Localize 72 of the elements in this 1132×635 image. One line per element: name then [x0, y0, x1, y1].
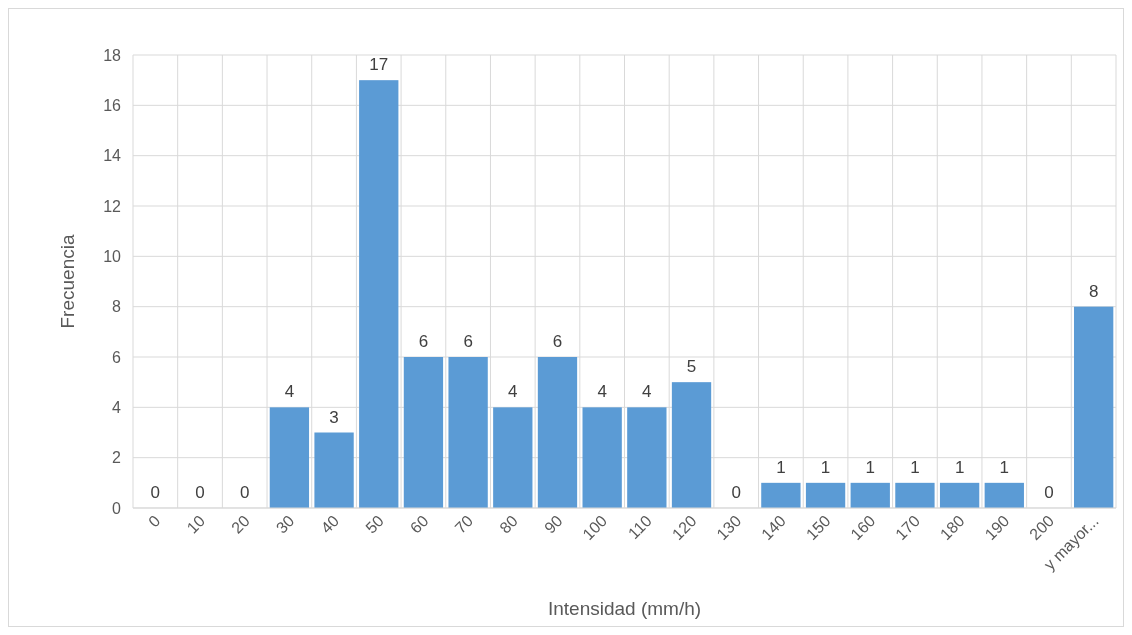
data-label: 4 — [508, 382, 518, 402]
bar — [984, 482, 1024, 508]
x-tick-label: 130 — [713, 512, 745, 543]
data-label: 6 — [552, 332, 563, 351]
data-label: 1 — [954, 457, 965, 477]
x-tick-label: 80 — [496, 512, 521, 537]
data-label: 4 — [597, 382, 607, 402]
x-tick-label: 0 — [145, 512, 164, 531]
bar — [448, 357, 488, 508]
data-label: 0 — [239, 483, 250, 502]
x-axis-title: Intensidad (mm/h) — [547, 598, 702, 619]
bar — [537, 357, 578, 508]
bar — [895, 482, 935, 508]
x-tick-label: 200 — [1026, 512, 1058, 543]
data-label: 3 — [329, 407, 339, 427]
data-label: 4 — [642, 382, 652, 402]
y-tick-label: 4 — [112, 398, 122, 416]
data-label: 1 — [865, 457, 875, 477]
data-label: 0 — [731, 483, 741, 502]
bar — [269, 407, 310, 508]
data-label: 4 — [284, 382, 295, 402]
bar — [850, 482, 890, 508]
data-label: 5 — [686, 357, 697, 377]
data-label: 1 — [999, 457, 1010, 477]
x-tick-label: 90 — [540, 512, 566, 537]
x-tick-label: 150 — [802, 512, 834, 543]
y-axis-title: Frecuencia — [57, 234, 78, 329]
x-tick-label: 70 — [451, 512, 477, 537]
bar — [671, 382, 712, 508]
bar — [761, 482, 801, 508]
data-label: 8 — [1088, 281, 1099, 301]
y-tick-label: 10 — [103, 247, 122, 265]
data-label: 0 — [1044, 483, 1054, 502]
x-tick-label: 110 — [624, 512, 656, 543]
x-tick-label: 60 — [406, 512, 432, 537]
x-tick-label: 100 — [579, 512, 611, 543]
y-tick-label: 2 — [112, 449, 122, 467]
x-tick-label: 50 — [362, 512, 387, 537]
x-tick-label: 140 — [758, 512, 790, 543]
y-tick-label: 14 — [103, 147, 122, 165]
x-tick-label: 120 — [668, 512, 700, 543]
y-tick-label: 6 — [112, 348, 122, 366]
data-label: 17 — [369, 55, 389, 75]
x-tick-label: 40 — [317, 512, 343, 537]
bar — [805, 482, 846, 508]
bar — [582, 407, 622, 508]
bar — [493, 407, 533, 508]
data-label: 6 — [418, 332, 429, 351]
x-tick-label: 10 — [183, 512, 209, 537]
data-label: 1 — [776, 457, 786, 477]
bar — [403, 357, 444, 508]
data-label: 1 — [820, 457, 831, 477]
data-label: 1 — [910, 457, 920, 477]
data-label: 0 — [150, 483, 161, 502]
y-tick-label: 16 — [103, 96, 122, 114]
y-tick-label: 8 — [112, 298, 122, 316]
y-tick-label: 0 — [112, 499, 122, 517]
x-tick-label: 190 — [981, 512, 1013, 543]
x-tick-label: 30 — [272, 512, 298, 537]
bar — [314, 432, 354, 508]
y-tick-label: 12 — [103, 197, 122, 215]
bar — [1074, 306, 1114, 508]
data-label: 6 — [463, 332, 473, 351]
data-label: 0 — [195, 483, 205, 502]
x-tick-label: 180 — [936, 512, 968, 543]
x-tick-label: 170 — [892, 512, 924, 543]
bar — [359, 80, 399, 508]
x-tick-label: 160 — [847, 512, 879, 543]
bar — [939, 482, 980, 508]
bar — [627, 407, 667, 508]
y-tick-label: 18 — [103, 46, 122, 64]
x-tick-label: 20 — [228, 512, 253, 537]
